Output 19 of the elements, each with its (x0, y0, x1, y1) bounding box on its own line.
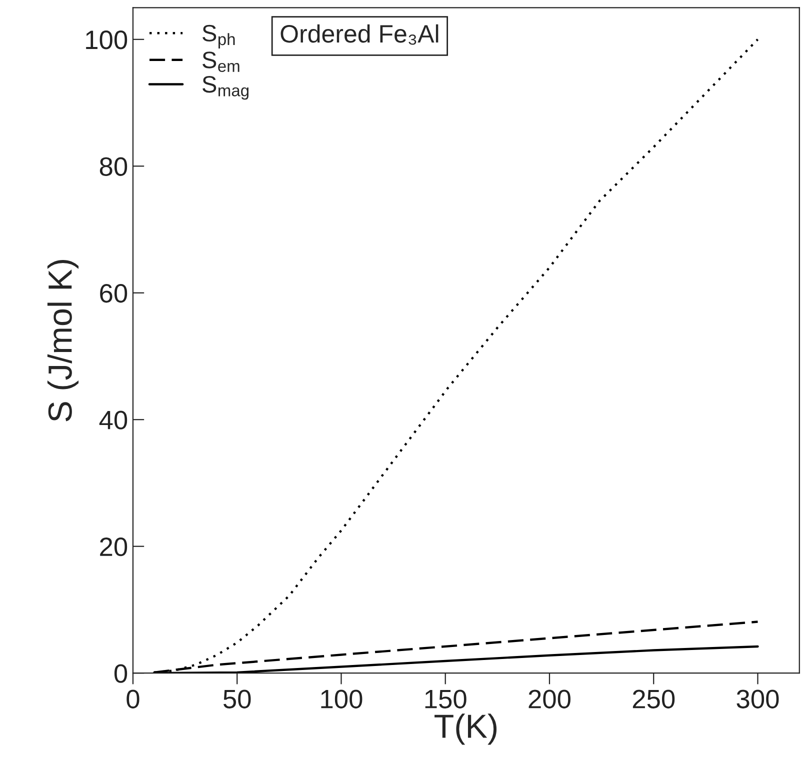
y-tick-label: 20 (100, 537, 128, 556)
y-tick-label: 0 (114, 664, 128, 683)
x-tick-label: 300 (736, 690, 779, 708)
x-tick-label: 0 (126, 690, 140, 708)
annotation: Ordered Fe₃Al (280, 24, 438, 45)
x-tick-label: 250 (632, 690, 675, 708)
x-tick-label: 50 (223, 690, 251, 708)
y-tick-label: 40 (99, 410, 128, 430)
y-tick-label: 100 (86, 30, 128, 50)
y-tick-label: 80 (100, 157, 128, 176)
y-tick-label: 60 (100, 284, 128, 303)
x-tick-label: 100 (321, 690, 362, 708)
x-tick-label: 200 (528, 690, 570, 708)
x-axis-title: T(K) (434, 714, 497, 745)
y-axis-title: S (J/mol K) (47, 260, 79, 422)
legend-label: S$_{em}$ (202, 52, 240, 72)
legend-label: S$_{mag}$ (202, 76, 248, 100)
x-tick-label: 150 (425, 690, 466, 708)
legend-label: S$_{ph}$ (202, 24, 235, 48)
